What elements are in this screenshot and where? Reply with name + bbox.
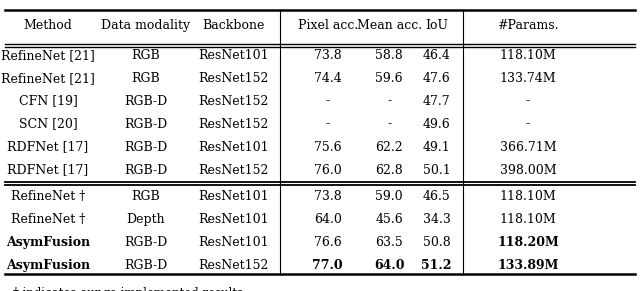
Text: 133.89M: 133.89M <box>497 259 559 272</box>
Text: AsymFusion: AsymFusion <box>6 236 90 249</box>
Text: 63.5: 63.5 <box>375 236 403 249</box>
Text: 59.6: 59.6 <box>375 72 403 85</box>
Text: 47.6: 47.6 <box>422 72 451 85</box>
Text: Mean acc.: Mean acc. <box>356 19 422 32</box>
Text: 50.1: 50.1 <box>422 164 451 177</box>
Text: 398.00M: 398.00M <box>500 164 556 177</box>
Text: 47.7: 47.7 <box>422 95 451 108</box>
Text: IoU: IoU <box>425 19 448 32</box>
Text: AsymFusion: AsymFusion <box>6 259 90 272</box>
Text: ResNet152: ResNet152 <box>198 118 269 131</box>
Text: Backbone: Backbone <box>202 19 265 32</box>
Text: RGB-D: RGB-D <box>124 164 168 177</box>
Text: 76.0: 76.0 <box>314 164 342 177</box>
Text: -: - <box>387 95 391 108</box>
Text: 64.0: 64.0 <box>374 259 404 272</box>
Text: RGB-D: RGB-D <box>124 259 168 272</box>
Text: 118.10M: 118.10M <box>500 49 556 62</box>
Text: 45.6: 45.6 <box>375 213 403 226</box>
Text: Pixel acc.: Pixel acc. <box>298 19 358 32</box>
Text: CFN [19]: CFN [19] <box>19 95 77 108</box>
Text: 64.0: 64.0 <box>314 213 342 226</box>
Text: 366.71M: 366.71M <box>500 141 556 154</box>
Text: 46.5: 46.5 <box>422 190 451 203</box>
Text: #Params.: #Params. <box>497 19 559 32</box>
Text: 49.6: 49.6 <box>422 118 451 131</box>
Text: 73.8: 73.8 <box>314 49 342 62</box>
Text: RDFNet [17]: RDFNet [17] <box>8 164 88 177</box>
Text: -: - <box>326 95 330 108</box>
Text: RGB-D: RGB-D <box>124 95 168 108</box>
Text: 73.8: 73.8 <box>314 190 342 203</box>
Text: ResNet101: ResNet101 <box>198 190 269 203</box>
Text: 74.4: 74.4 <box>314 72 342 85</box>
Text: -: - <box>526 118 530 131</box>
Text: -: - <box>526 95 530 108</box>
Text: ResNet101: ResNet101 <box>198 213 269 226</box>
Text: RefineNet [21]: RefineNet [21] <box>1 49 95 62</box>
Text: 118.10M: 118.10M <box>500 190 556 203</box>
Text: 118.20M: 118.20M <box>497 236 559 249</box>
Text: ResNet101: ResNet101 <box>198 141 269 154</box>
Text: RGB-D: RGB-D <box>124 118 168 131</box>
Text: -: - <box>387 118 391 131</box>
Text: RGB: RGB <box>132 72 160 85</box>
Text: 62.8: 62.8 <box>375 164 403 177</box>
Text: RDFNet [17]: RDFNet [17] <box>8 141 88 154</box>
Text: RGB: RGB <box>132 49 160 62</box>
Text: RGB: RGB <box>132 190 160 203</box>
Text: 50.8: 50.8 <box>422 236 451 249</box>
Text: ResNet152: ResNet152 <box>198 95 269 108</box>
Text: ResNet152: ResNet152 <box>198 259 269 272</box>
Text: 49.1: 49.1 <box>422 141 451 154</box>
Text: RefineNet †: RefineNet † <box>11 190 85 203</box>
Text: ResNet152: ResNet152 <box>198 164 269 177</box>
Text: 51.2: 51.2 <box>421 259 452 272</box>
Text: 75.6: 75.6 <box>314 141 342 154</box>
Text: 34.3: 34.3 <box>422 213 451 226</box>
Text: 118.10M: 118.10M <box>500 213 556 226</box>
Text: RefineNet †: RefineNet † <box>11 213 85 226</box>
Text: ResNet101: ResNet101 <box>198 236 269 249</box>
Text: RefineNet [21]: RefineNet [21] <box>1 72 95 85</box>
Text: -: - <box>326 118 330 131</box>
Text: RGB-D: RGB-D <box>124 141 168 154</box>
Text: RGB-D: RGB-D <box>124 236 168 249</box>
Text: Method: Method <box>24 19 72 32</box>
Text: SCN [20]: SCN [20] <box>19 118 77 131</box>
Text: 77.0: 77.0 <box>312 259 343 272</box>
Text: 133.74M: 133.74M <box>500 72 556 85</box>
Text: 46.4: 46.4 <box>422 49 451 62</box>
Text: 62.2: 62.2 <box>375 141 403 154</box>
Text: ResNet101: ResNet101 <box>198 49 269 62</box>
Text: ResNet152: ResNet152 <box>198 72 269 85</box>
Text: Data modality: Data modality <box>101 19 191 32</box>
Text: Depth: Depth <box>127 213 165 226</box>
Text: † indicates our re-implemented results: † indicates our re-implemented results <box>13 288 243 291</box>
Text: 59.0: 59.0 <box>375 190 403 203</box>
Text: 76.6: 76.6 <box>314 236 342 249</box>
Text: 58.8: 58.8 <box>375 49 403 62</box>
